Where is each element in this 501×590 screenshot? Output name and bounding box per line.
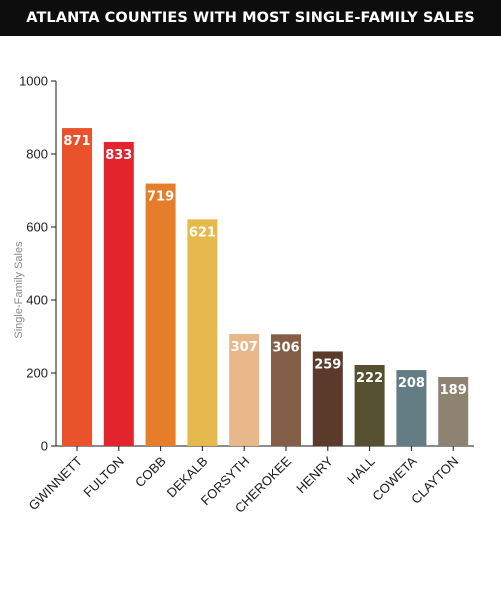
data-label: 189 (440, 383, 467, 398)
bar-dekalb (187, 219, 218, 446)
x-tick-label: GWINNETT (25, 453, 85, 513)
bar-forsyth (229, 333, 260, 446)
x-tick-label: COBB (132, 454, 169, 491)
x-tick-label: HALL (344, 454, 378, 488)
y-tick-label: 0 (41, 439, 48, 454)
data-label: 259 (314, 357, 341, 372)
x-tick-label: FULTON (80, 454, 127, 501)
bar-hall (354, 364, 385, 446)
data-label: 621 (189, 225, 216, 240)
data-label: 307 (231, 340, 258, 355)
data-label: 871 (63, 134, 90, 149)
bar-henry (312, 351, 343, 446)
title-bar: ATLANTA COUNTIES WITH MOST SINGLE-FAMILY… (0, 0, 501, 36)
y-axis-label: Single-Family Sales (13, 241, 25, 339)
data-label: 719 (147, 190, 174, 205)
x-tick-label: HENRY (293, 453, 336, 496)
y-tick-label: 200 (26, 366, 48, 381)
y-tick-label: 1000 (19, 74, 48, 89)
bar-gwinnett (62, 128, 92, 446)
bar-coweta (396, 370, 427, 446)
y-tick-label: 400 (26, 293, 48, 308)
bar-fulton (103, 141, 134, 446)
bar-cherokee (271, 334, 301, 446)
chart-title: ATLANTA COUNTIES WITH MOST SINGLE-FAMILY… (26, 10, 475, 26)
bar-clayton (438, 377, 469, 446)
bar-cobb (145, 183, 176, 446)
data-label: 222 (356, 371, 383, 386)
data-label: 833 (105, 148, 132, 163)
data-label: 306 (272, 340, 299, 355)
y-tick-label: 800 (26, 147, 48, 162)
data-label: 208 (398, 376, 425, 391)
y-tick-label: 600 (26, 220, 48, 235)
